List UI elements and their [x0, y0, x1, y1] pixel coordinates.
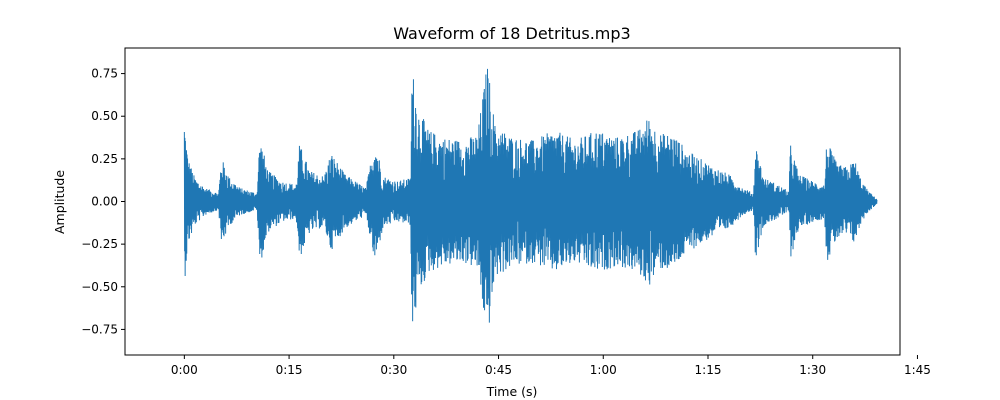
x-tick-label: 1:45 — [904, 363, 931, 377]
y-tick-label: −0.50 — [81, 280, 118, 294]
x-tick-label: 1:30 — [799, 363, 826, 377]
x-tick-label: 0:15 — [276, 363, 303, 377]
y-axis: 0.75 0.50 0.25 0.00 −0.25 −0.50 −0.75 — [81, 67, 125, 336]
x-tick-label: 0:45 — [485, 363, 512, 377]
y-axis-label: Amplitude — [52, 170, 67, 234]
y-tick-label: 0.00 — [91, 195, 118, 209]
plot-area — [183, 68, 878, 323]
y-tick-label: −0.25 — [81, 237, 118, 251]
x-tick-label: 1:00 — [590, 363, 617, 377]
x-tick-label: 1:15 — [695, 363, 722, 377]
x-tick-label: 0:00 — [171, 363, 198, 377]
waveform-series — [183, 68, 878, 323]
y-tick-label: 0.25 — [91, 152, 118, 166]
x-tick-label: 0:30 — [380, 363, 407, 377]
x-axis-label: Time (s) — [486, 384, 538, 399]
y-tick-label: 0.50 — [91, 109, 118, 123]
x-axis: 0:00 0:15 0:30 0:45 1:00 1:15 1:30 1:45 — [171, 355, 931, 377]
chart-title: Waveform of 18 Detritus.mp3 — [393, 24, 630, 43]
y-tick-label: 0.75 — [91, 67, 118, 81]
y-tick-label: −0.75 — [81, 322, 118, 336]
